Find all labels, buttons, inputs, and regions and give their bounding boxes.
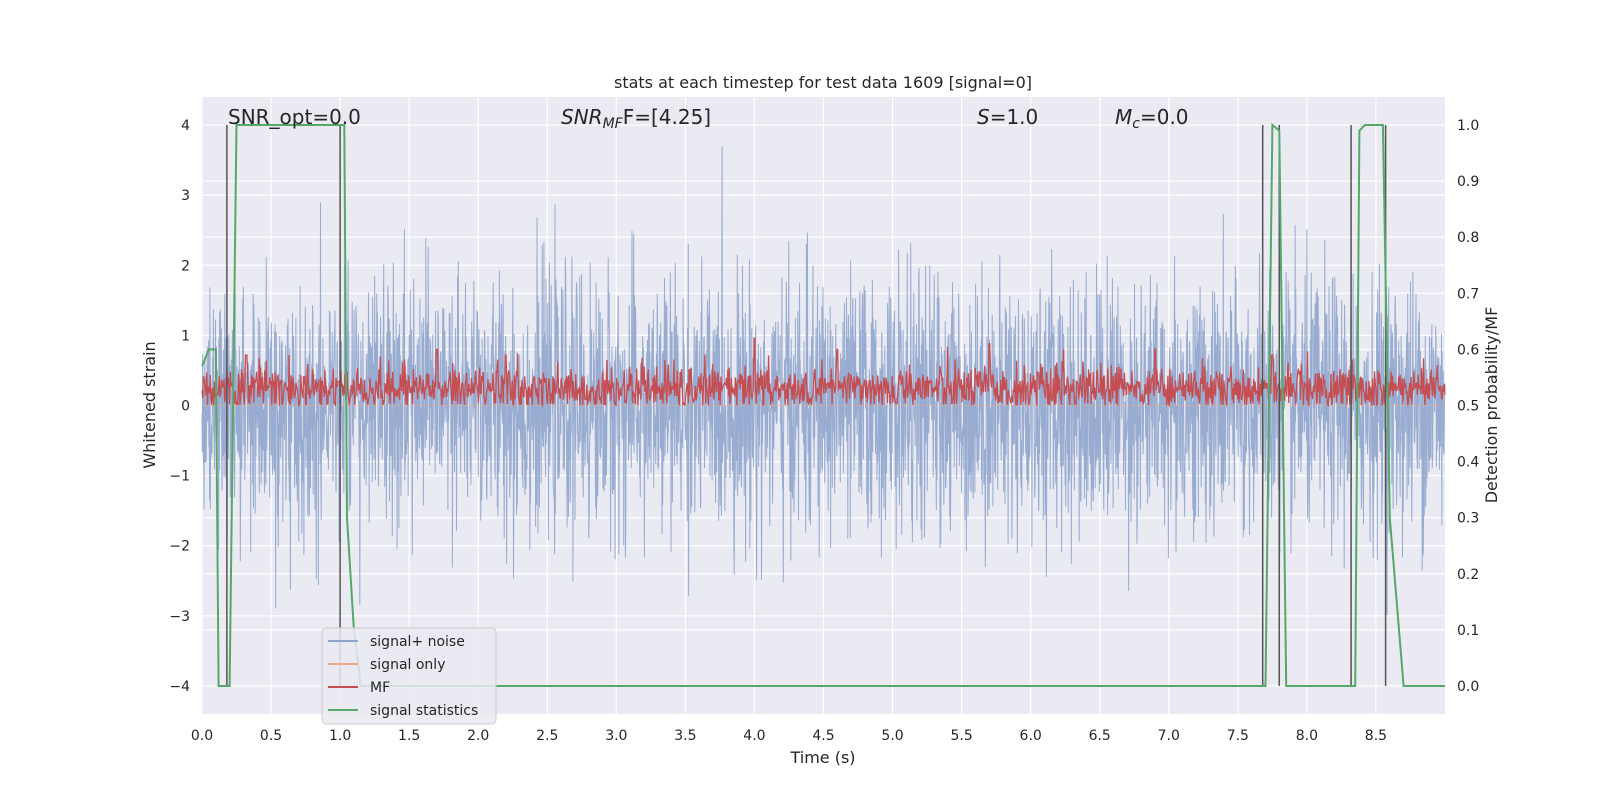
annotation-snr-opt: SNR_opt=0.0 — [228, 105, 361, 129]
legend-label-signal-only: signal only — [370, 657, 445, 673]
annotation-s-main: S — [977, 105, 990, 129]
series-signal-statistics — [201, 122, 1445, 687]
annotation-s: S=1.0 — [977, 105, 1038, 129]
x-tick-label-5: 2.5 — [536, 728, 558, 744]
chart-title: stats at each timestep for test data 160… — [614, 73, 1032, 92]
annotation-mc-value: =0.0 — [1140, 105, 1189, 129]
x-tick-label-16: 8.0 — [1296, 728, 1318, 744]
y-left-tick-label-1: −3 — [169, 609, 190, 625]
x-tick-label-12: 6.0 — [1020, 728, 1042, 744]
x-tick-label-0: 0.0 — [191, 728, 213, 744]
x-tick-label-8: 4.0 — [743, 728, 765, 744]
x-tick-label-17: 8.5 — [1365, 728, 1387, 744]
x-tick-label-4: 2.0 — [467, 728, 489, 744]
series-mf — [201, 337, 1446, 408]
annotation-snr-mf: SNRMFF=[4.25] — [561, 105, 711, 132]
y-axis-label-right: Detection probability/MF — [1482, 307, 1501, 504]
y-right-tick-label-10: 1.0 — [1457, 118, 1479, 134]
annotation-snr-mf-main: SNR — [561, 105, 603, 129]
y-right-tick-label-6: 0.6 — [1457, 342, 1479, 358]
y-right-tick-label-7: 0.7 — [1457, 286, 1479, 302]
annotation-snr-mf-sub: MF — [603, 116, 624, 132]
x-tick-label-13: 6.5 — [1089, 728, 1111, 744]
annotation-s-value: =1.0 — [990, 105, 1039, 129]
y-axis-label-left: Whitened strain — [140, 341, 159, 468]
y-right-tick-label-9: 0.9 — [1457, 174, 1479, 190]
y-left-tick-label-6: 2 — [181, 258, 190, 274]
legend-box — [321, 627, 497, 725]
x-tick-label-1: 0.5 — [260, 728, 282, 744]
y-right-tick-label-8: 0.8 — [1457, 230, 1479, 246]
y-left-tick-label-2: −2 — [169, 539, 190, 555]
x-tick-label-2: 1.0 — [329, 728, 351, 744]
y-left-tick-label-5: 1 — [181, 328, 190, 344]
legend: signal+ noise signal only MF signal stat… — [321, 627, 497, 725]
annotation-mc-main: M — [1115, 105, 1132, 129]
y-right-tick-label-2: 0.2 — [1457, 567, 1479, 583]
y-right-tick-label-3: 0.3 — [1457, 511, 1479, 527]
x-tick-label-10: 5.0 — [881, 728, 903, 744]
x-tick-label-3: 1.5 — [398, 728, 420, 744]
annotation-mc: Mc=0.0 — [1115, 105, 1189, 132]
y-right-tick-label-0: 0.0 — [1457, 679, 1479, 695]
x-tick-label-7: 3.5 — [674, 728, 696, 744]
y-left-tick-label-8: 4 — [181, 118, 190, 134]
y-left-tick-label-4: 0 — [181, 399, 190, 415]
x-axis-label: Time (s) — [789, 748, 855, 767]
mf-layer — [201, 337, 1446, 408]
annotation-mc-sub: c — [1132, 116, 1140, 132]
legend-label-signal-statistics: signal statistics — [370, 703, 478, 719]
y-left-tick-label-3: −1 — [169, 469, 190, 485]
signal-statistics-layer — [201, 122, 1445, 687]
x-tick-label-14: 7.0 — [1158, 728, 1180, 744]
y-left-tick-label-7: 3 — [181, 188, 190, 204]
x-tick-label-6: 3.0 — [605, 728, 627, 744]
y-right-tick-label-5: 0.5 — [1457, 399, 1479, 415]
vertical-lines-layer — [226, 125, 1387, 686]
y-right-tick-label-1: 0.1 — [1457, 623, 1479, 639]
y-right-tick-label-4: 0.4 — [1457, 455, 1479, 471]
tick-layer: 0.0 0.5 1.0 1.5 2.0 2.5 3.0 3.5 4.0 4.5 5.0 5.5 6.0 6… — [169, 118, 1479, 744]
legend-label-signal-noise: signal+ noise — [370, 634, 465, 650]
x-tick-label-15: 7.5 — [1227, 728, 1249, 744]
x-tick-label-9: 4.5 — [812, 728, 834, 744]
annotation-snr-mf-value: F=[4.25] — [623, 105, 711, 129]
legend-label-mf: MF — [370, 680, 390, 696]
y-left-tick-label-0: −4 — [169, 679, 190, 695]
x-tick-label-11: 5.5 — [950, 728, 972, 744]
